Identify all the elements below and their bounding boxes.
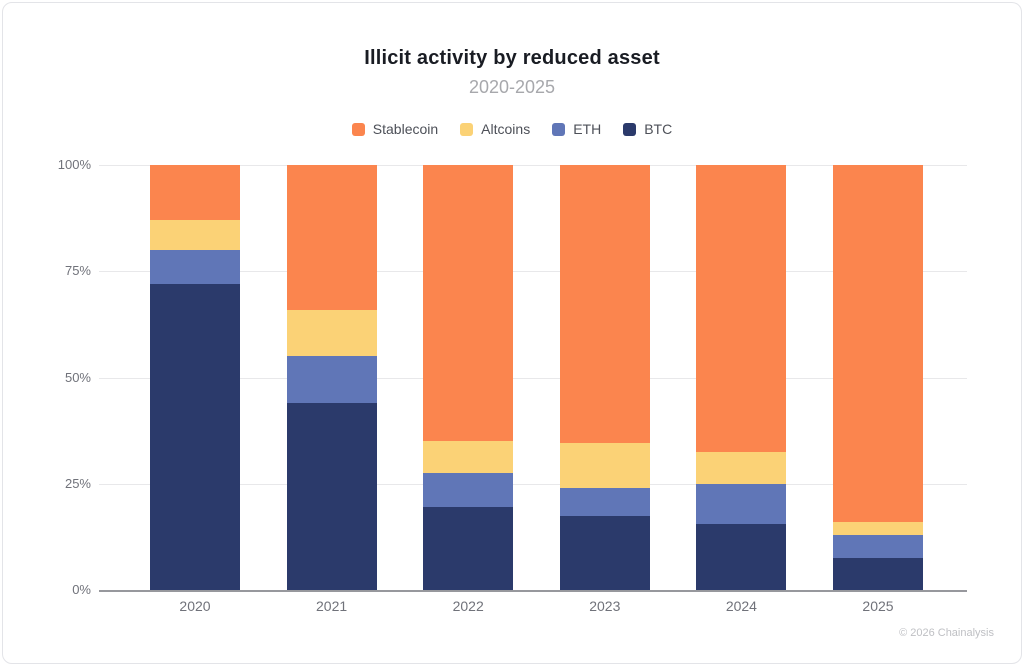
legend-label-altcoins: Altcoins bbox=[481, 121, 531, 137]
y-axis-label-50: 50% bbox=[64, 369, 91, 385]
bar-2020-segment-btc bbox=[150, 284, 240, 590]
legend-swatch-stablecoin bbox=[351, 122, 365, 136]
bar-2025-segment-altcoins bbox=[833, 522, 923, 535]
plot-area bbox=[99, 165, 967, 592]
legend-item-eth: ETH bbox=[552, 121, 601, 137]
y-axis-label-75: 75% bbox=[64, 263, 91, 279]
gridline-75 bbox=[99, 271, 967, 273]
legend-item-stablecoin: Stablecoin bbox=[351, 121, 439, 137]
y-axis-label-25: 25% bbox=[64, 475, 91, 491]
bar-column-2022 bbox=[423, 165, 514, 590]
bar-2020-segment-altcoins bbox=[150, 220, 240, 250]
bar-2022-segment-btc bbox=[423, 507, 514, 590]
legend-swatch-eth bbox=[552, 122, 566, 136]
bar-2024-segment-btc bbox=[696, 524, 787, 590]
bar-2025-segment-btc bbox=[833, 558, 923, 590]
y-axis-label-100: 100% bbox=[57, 157, 91, 172]
bar-column-2024 bbox=[696, 165, 787, 590]
legend-swatch-altcoins bbox=[460, 122, 474, 136]
bar-2024-segment-stablecoin bbox=[696, 165, 787, 452]
bar-column-2023 bbox=[559, 165, 650, 590]
bar-2021-segment-eth bbox=[286, 356, 377, 403]
bar-2023-segment-altcoins bbox=[559, 443, 650, 488]
x-axis-label-2022: 2022 bbox=[452, 598, 484, 614]
legend-swatch-btc bbox=[623, 122, 637, 136]
x-axis-label-2021: 2021 bbox=[316, 598, 348, 614]
x-axis-label-2025: 2025 bbox=[862, 598, 894, 614]
gridline-25 bbox=[99, 483, 967, 485]
bar-2022-segment-altcoins bbox=[423, 441, 514, 474]
y-axis-label-0: 0% bbox=[72, 582, 91, 597]
bar-2024-segment-eth bbox=[696, 483, 787, 525]
bar-2025-segment-eth bbox=[833, 534, 923, 559]
legend-label-btc: BTC bbox=[644, 121, 673, 137]
copyright-note: © 2026 Chainalysis bbox=[899, 627, 994, 639]
bar-2022-segment-eth bbox=[423, 473, 514, 508]
chart-legend: Stablecoin Altcoins ETH BTC bbox=[3, 121, 1021, 137]
x-axis-label-2020: 2020 bbox=[179, 598, 211, 614]
legend-label-stablecoin: Stablecoin bbox=[372, 121, 439, 137]
legend-item-btc: BTC bbox=[623, 121, 672, 137]
bar-2020-segment-eth bbox=[150, 250, 240, 284]
bar-2023-segment-stablecoin bbox=[559, 165, 650, 444]
bar-2021-segment-btc bbox=[286, 403, 377, 590]
gridline-50 bbox=[99, 377, 967, 379]
gridline-100 bbox=[99, 165, 967, 166]
bar-2023-segment-btc bbox=[559, 515, 650, 590]
bar-2021-segment-altcoins bbox=[286, 309, 377, 357]
bar-column-2020 bbox=[150, 165, 240, 590]
chart-subtitle: 2020-2025 bbox=[468, 77, 556, 97]
bar-2021-segment-stablecoin bbox=[286, 165, 377, 310]
bar-2020-segment-stablecoin bbox=[150, 165, 240, 221]
bar-2025-segment-stablecoin bbox=[833, 165, 923, 522]
x-axis-label-2023: 2023 bbox=[589, 598, 621, 614]
bar-column-2025 bbox=[833, 165, 923, 590]
x-axis-label-2024: 2024 bbox=[725, 598, 757, 614]
bar-2022-segment-stablecoin bbox=[423, 165, 514, 442]
bar-2024-segment-altcoins bbox=[696, 451, 787, 484]
chart-title: Illicit activity by reduced asset bbox=[364, 47, 660, 69]
legend-item-altcoins: Altcoins bbox=[460, 121, 530, 137]
legend-label-eth: ETH bbox=[573, 121, 602, 137]
x-axis-line bbox=[99, 590, 967, 592]
bar-2023-segment-eth bbox=[559, 488, 650, 516]
bar-column-2021 bbox=[286, 165, 377, 590]
